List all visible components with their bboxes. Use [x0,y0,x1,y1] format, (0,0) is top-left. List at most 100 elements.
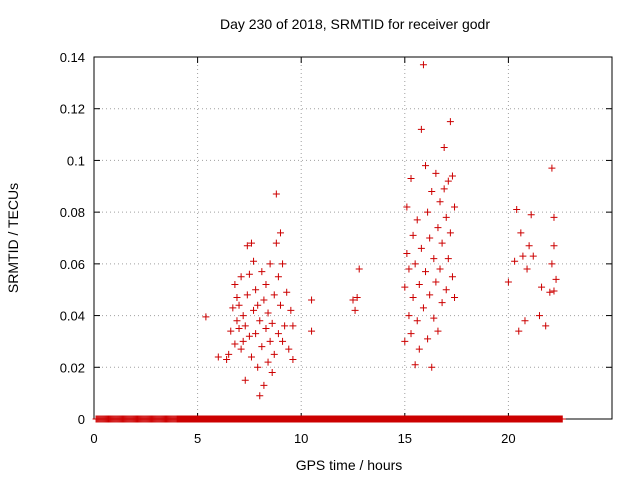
data-point [239,337,247,345]
data-points [92,61,566,423]
x-tick-label: 15 [398,431,412,446]
data-point [552,275,560,283]
data-point [245,270,253,278]
data-point [268,368,276,376]
data-point [434,327,442,335]
data-point [351,306,359,314]
x-tick-label: 20 [501,431,515,446]
data-point [260,381,268,389]
data-point [254,301,262,309]
data-point [426,291,434,299]
data-point [229,304,237,312]
data-point [223,356,231,364]
data-point [233,317,241,325]
data-point [542,322,550,330]
data-point [442,213,450,221]
data-point [407,175,415,183]
data-point [527,211,535,219]
data-point [446,229,454,237]
data-point [241,322,249,330]
data-point [436,265,444,273]
data-point [417,125,425,133]
data-point [237,345,245,353]
data-point [252,286,260,294]
data-point [250,306,258,314]
data-point [268,319,276,327]
data-point [415,345,423,353]
y-tick-label: 0.1 [67,153,85,168]
data-point [252,330,260,338]
data-point [546,288,554,296]
data-point [285,345,293,353]
data-point [413,216,421,224]
x-axis-label: GPS time / hours [296,457,403,473]
data-point [550,242,558,250]
data-point [422,162,430,170]
data-point [355,265,363,273]
data-point [446,118,454,126]
y-tick-label: 0.06 [60,257,85,272]
data-point [430,314,438,322]
data-point [353,293,361,301]
data-point [250,257,258,265]
data-point [428,363,436,371]
data-point [451,203,459,211]
y-axis-label: SRMTID / TECUs [5,183,21,293]
data-point [231,340,239,348]
data-point [256,317,264,325]
data-point [432,169,440,177]
data-point [241,376,249,384]
data-point [266,337,274,345]
data-point [424,208,432,216]
data-point [521,317,529,325]
data-point [411,361,419,369]
x-tick-label: 10 [294,431,308,446]
data-point [264,358,272,366]
data-point [444,177,452,185]
data-point [289,356,297,364]
data-point [550,213,558,221]
data-point [513,206,521,214]
data-point [270,291,278,299]
axis-ticks: 0 0.02 0.04 0.06 0.08 0.1 0.12 0.14 0 5 10 15 20 [60,50,612,446]
data-point [272,190,280,198]
plot-frame [93,56,613,420]
data-point [274,330,282,338]
x-tick-label: 5 [194,431,201,446]
data-point [440,185,448,193]
chart-title: Day 230 of 2018, SRMTID for receiver god… [220,16,490,32]
data-point [264,309,272,317]
data-point [202,313,210,321]
data-point [256,392,264,400]
data-point [432,278,440,286]
data-point [237,273,245,281]
data-point [413,317,421,325]
data-point [245,332,253,340]
data-point [424,335,432,343]
data-point [235,325,243,332]
data-point [535,312,543,320]
data-point [444,255,452,263]
data-point [419,61,427,69]
data-point [409,293,417,301]
data-point [289,322,297,330]
data-point [517,229,525,237]
data-point [243,242,251,250]
data-point [279,260,287,268]
data-point [274,273,282,281]
data-point [548,260,556,268]
data-point [243,291,251,299]
data-point [451,293,459,301]
y-tick-label: 0 [78,412,85,427]
data-point [235,301,243,309]
data-point [403,250,411,258]
data-point [276,301,284,309]
grid-lines [94,57,612,419]
y-tick-label: 0.02 [60,360,85,375]
data-point [525,242,533,250]
data-point [225,350,233,358]
data-point [258,343,266,351]
data-point-zero [558,415,566,423]
data-point [405,265,413,273]
